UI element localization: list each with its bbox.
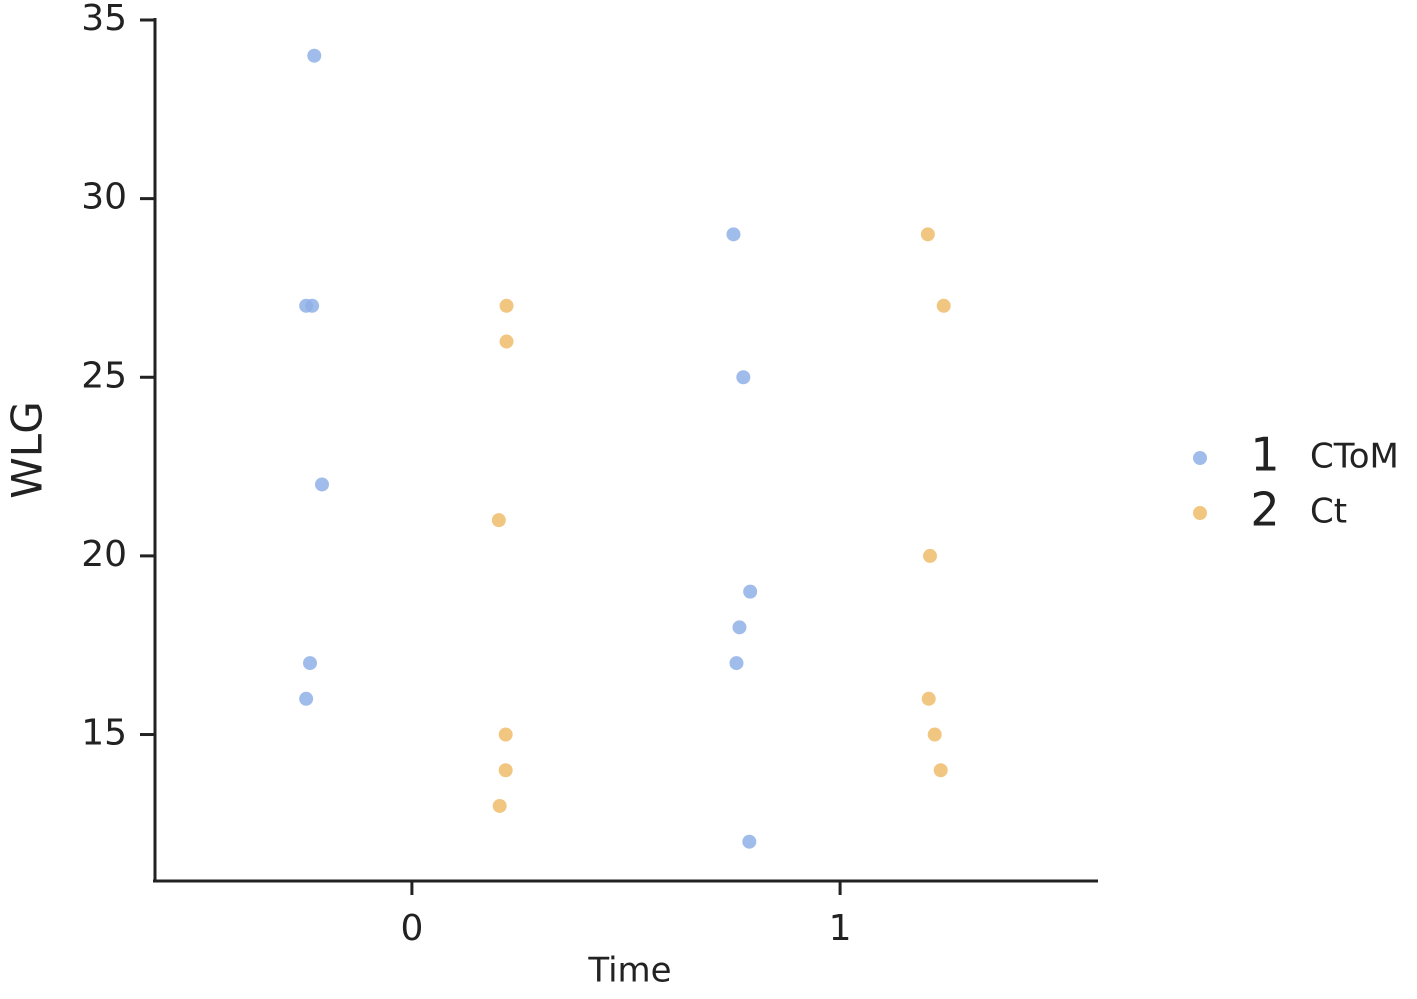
point xyxy=(729,656,744,671)
point xyxy=(927,727,942,742)
point xyxy=(742,834,757,849)
legend-marker xyxy=(1193,506,1207,520)
y-tick-label: 15 xyxy=(81,713,127,754)
point xyxy=(732,620,747,635)
point xyxy=(499,298,514,313)
point xyxy=(314,477,329,492)
x-tick-label: 1 xyxy=(829,908,852,949)
x-tick-label: 0 xyxy=(400,908,423,949)
point xyxy=(305,298,320,313)
point xyxy=(920,227,935,242)
point xyxy=(499,334,514,349)
y-tick-label: 30 xyxy=(81,177,127,218)
point xyxy=(498,763,513,778)
x-axis-title: Time xyxy=(587,951,671,991)
point xyxy=(743,584,758,599)
legend-label: CToM xyxy=(1310,437,1399,477)
y-tick-label: 20 xyxy=(81,534,127,575)
point xyxy=(303,656,318,671)
point xyxy=(307,48,322,63)
legend-group: 2 xyxy=(1250,483,1279,537)
point xyxy=(933,763,948,778)
point xyxy=(923,548,938,563)
point xyxy=(299,691,314,706)
point xyxy=(492,798,507,813)
point xyxy=(736,370,751,385)
point xyxy=(921,691,936,706)
legend-label: Ct xyxy=(1310,492,1347,532)
legend-group: 1 xyxy=(1250,428,1279,482)
y-tick-label: 25 xyxy=(81,355,127,396)
y-tick-label: 35 xyxy=(81,0,127,39)
y-axis-title: WLG xyxy=(3,401,52,498)
legend-marker xyxy=(1193,451,1207,465)
point xyxy=(936,298,951,313)
point xyxy=(491,513,506,528)
point xyxy=(726,227,741,242)
point xyxy=(498,727,513,742)
